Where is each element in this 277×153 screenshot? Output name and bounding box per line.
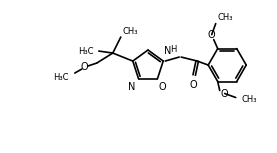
- Text: O: O: [158, 82, 166, 92]
- Text: O: O: [208, 30, 216, 40]
- Text: CH₃: CH₃: [218, 13, 233, 22]
- Text: H₃C: H₃C: [53, 73, 69, 82]
- Text: CH₃: CH₃: [123, 27, 138, 35]
- Text: H₃C: H₃C: [78, 47, 94, 56]
- Text: CH₃: CH₃: [242, 95, 257, 104]
- Text: H: H: [170, 45, 176, 54]
- Text: N: N: [128, 82, 136, 92]
- Text: O: O: [221, 88, 228, 99]
- Text: N: N: [164, 46, 171, 56]
- Text: O: O: [81, 62, 89, 72]
- Text: O: O: [189, 80, 197, 90]
